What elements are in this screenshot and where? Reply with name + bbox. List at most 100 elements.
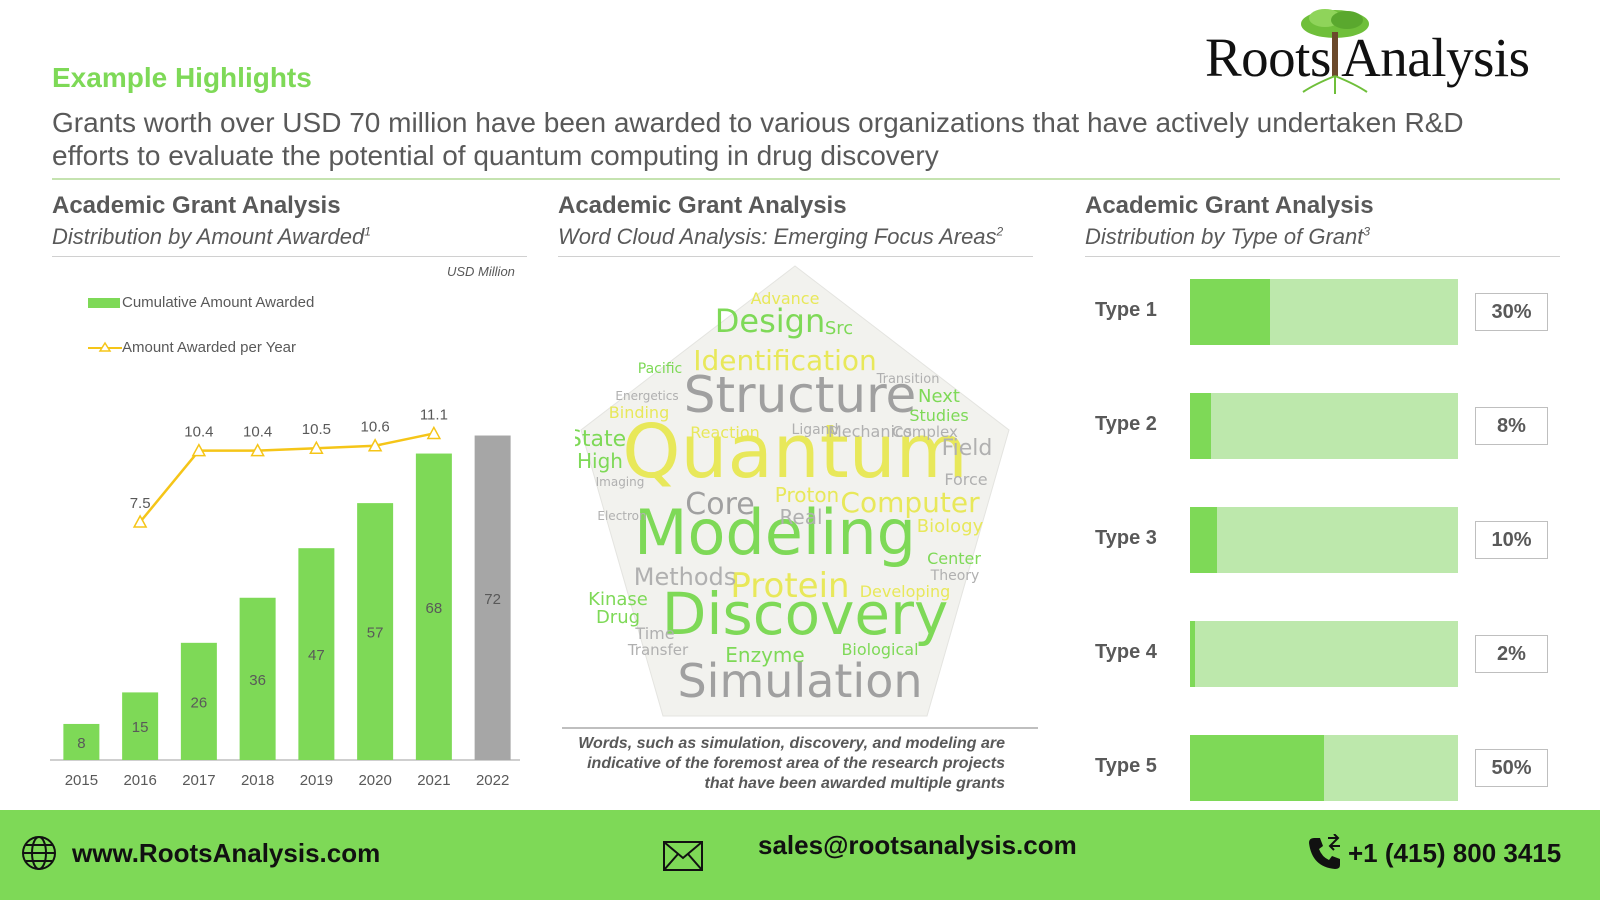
cloud-word: Imaging bbox=[596, 475, 645, 489]
cloud-word: Time bbox=[634, 624, 674, 643]
panel-header-amount: Academic Grant Analysis Distribution by … bbox=[52, 192, 527, 257]
footer-website[interactable]: www.RootsAnalysis.com bbox=[20, 834, 380, 872]
cloud-word: Advance bbox=[751, 289, 820, 308]
cloud-word: Real bbox=[779, 505, 822, 529]
cloud-word: Computer bbox=[840, 486, 980, 519]
footer-email[interactable]: sales@rootsanalysis.com bbox=[758, 830, 1077, 861]
x-tick-label: 2017 bbox=[182, 772, 215, 789]
line-value-label: 11.1 bbox=[420, 406, 448, 423]
cloud-word: Design bbox=[715, 302, 825, 340]
roots-analysis-logo: Roots Analysis bbox=[1205, 6, 1590, 98]
globe-icon bbox=[22, 836, 56, 870]
legend-cumulative: Cumulative Amount Awarded bbox=[88, 294, 314, 311]
logo-wordmark: Roots Analysis bbox=[1205, 27, 1530, 88]
bar-2017 bbox=[180, 642, 217, 760]
line-value-label: 10.4 bbox=[243, 424, 272, 441]
panel-header-type: Academic Grant Analysis Distribution by … bbox=[1085, 192, 1560, 257]
cloud-word: Src bbox=[825, 318, 853, 339]
grant-type-row: Type 1 30% bbox=[1095, 279, 1555, 345]
panel-header-wordcloud: Academic Grant Analysis Word Cloud Analy… bbox=[558, 192, 1033, 257]
grant-type-percent: 2% bbox=[1475, 635, 1548, 673]
cloud-word: Developing bbox=[860, 582, 951, 601]
unit-label: USD Million bbox=[447, 264, 515, 279]
cloud-word: Reaction bbox=[690, 423, 760, 442]
bar-2021 bbox=[415, 453, 452, 760]
x-tick-label: 2020 bbox=[358, 772, 391, 789]
grant-type-bar bbox=[1190, 621, 1196, 687]
cloud-word: Kinase bbox=[588, 589, 648, 610]
bar-value-label: 15 bbox=[132, 719, 149, 736]
bar-2018 bbox=[239, 597, 276, 760]
cloud-word: Complex bbox=[892, 423, 958, 441]
bar-value-label: 68 bbox=[426, 600, 443, 617]
bar-value-label: 47 bbox=[308, 647, 325, 664]
bar-2016 bbox=[122, 692, 159, 760]
x-tick-label: 2022 bbox=[476, 772, 509, 789]
grant-type-label: Type 5 bbox=[1095, 755, 1157, 777]
cloud-word: Core bbox=[685, 487, 754, 522]
bar-value-label: 8 bbox=[77, 735, 85, 752]
cloud-word: State bbox=[575, 427, 626, 452]
cloud-word: Theory bbox=[930, 568, 980, 584]
panel-divider bbox=[1085, 256, 1560, 257]
grant-type-label: Type 4 bbox=[1095, 641, 1157, 663]
bar-value-label: 57 bbox=[367, 625, 384, 642]
panel-title: Academic Grant Analysis bbox=[52, 192, 341, 219]
footer-bar: www.RootsAnalysis.com sales@rootsanalysi… bbox=[0, 810, 1600, 900]
panel-divider bbox=[558, 256, 1033, 257]
line-value-label: 7.5 bbox=[130, 495, 151, 512]
grant-type-percent: 50% bbox=[1475, 749, 1548, 787]
cloud-word: Transition bbox=[876, 372, 940, 387]
email-link[interactable]: sales@rootsanalysis.com bbox=[758, 830, 1077, 860]
phone-icon bbox=[1309, 834, 1340, 869]
grant-type-bar bbox=[1190, 735, 1324, 801]
cloud-word: Force bbox=[944, 470, 987, 489]
panel-subtitle: Distribution by Amount Awarded1 bbox=[52, 224, 371, 249]
website-link[interactable]: www.RootsAnalysis.com bbox=[72, 837, 381, 868]
cloud-word: Field bbox=[942, 436, 993, 461]
bar-value-label: 72 bbox=[484, 591, 501, 608]
legend-swatch-line bbox=[88, 341, 122, 352]
line-value-label: 10.5 bbox=[302, 421, 331, 438]
grant-type-row: Type 4 2% bbox=[1095, 621, 1555, 687]
cloud-word: Transfer bbox=[627, 641, 689, 659]
x-tick-label: 2018 bbox=[241, 772, 274, 789]
grant-type-track bbox=[1190, 507, 1458, 573]
page-headline: Grants worth over USD 70 million have be… bbox=[52, 107, 1464, 171]
cloud-word: High bbox=[577, 449, 623, 473]
envelope-icon bbox=[663, 841, 703, 871]
panel-title: Academic Grant Analysis bbox=[1085, 192, 1374, 219]
cloud-word: Simulation bbox=[677, 654, 922, 708]
panel-subtitle: Word Cloud Analysis: Emerging Focus Area… bbox=[558, 224, 1004, 249]
cloud-word: Electron bbox=[597, 509, 646, 523]
phone-number[interactable]: +1 (415) 800 3415 bbox=[1348, 837, 1562, 868]
grant-type-bar bbox=[1190, 507, 1217, 573]
cloud-word: Ligand bbox=[792, 422, 839, 438]
panel-divider bbox=[52, 256, 527, 257]
caption-divider bbox=[562, 727, 1038, 729]
cloud-word: Pacific bbox=[638, 361, 683, 377]
cloud-word: Discovery bbox=[662, 580, 949, 648]
grant-type-percent: 8% bbox=[1475, 407, 1548, 445]
line-point bbox=[367, 438, 383, 452]
legend-label: Cumulative Amount Awarded bbox=[122, 294, 315, 311]
cloud-word: Mechanics bbox=[828, 422, 912, 441]
cloud-word: Center bbox=[927, 549, 981, 568]
cloud-word: Next bbox=[918, 386, 960, 407]
grant-type-percent: 10% bbox=[1475, 521, 1548, 559]
x-tick-label: 2016 bbox=[123, 772, 156, 789]
cloud-word: Drug bbox=[596, 607, 640, 628]
line-point bbox=[250, 443, 265, 457]
legend-per-year: Amount Awarded per Year bbox=[88, 339, 296, 356]
tree-icon bbox=[1301, 9, 1369, 94]
x-tick-label: 2021 bbox=[417, 772, 450, 789]
footer-phone[interactable]: +1 (415) 800 3415 bbox=[1306, 834, 1561, 872]
grant-type-label: Type 1 bbox=[1095, 299, 1157, 321]
cloud-word: Structure bbox=[684, 366, 917, 424]
x-tick-label: 2015 bbox=[65, 772, 98, 789]
bar-2022 bbox=[474, 435, 511, 760]
grant-type-row: Type 3 10% bbox=[1095, 507, 1555, 573]
cloud-word: Methods bbox=[634, 563, 737, 591]
grant-type-bar bbox=[1190, 279, 1271, 345]
